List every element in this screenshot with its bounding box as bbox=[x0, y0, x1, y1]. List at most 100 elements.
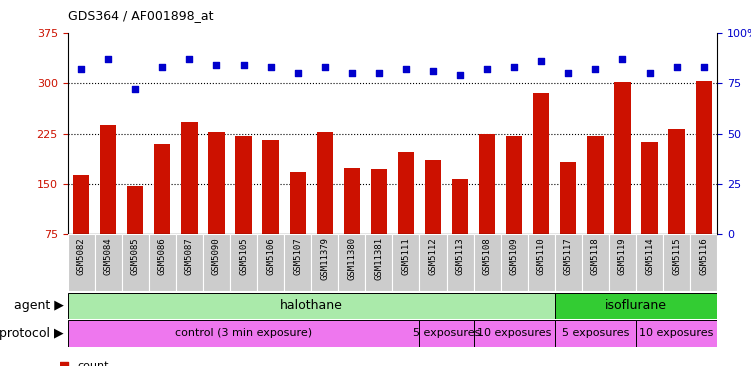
Bar bbox=[663, 234, 690, 291]
Bar bbox=[290, 172, 306, 285]
Text: 5 exposures: 5 exposures bbox=[413, 328, 480, 339]
Bar bbox=[695, 81, 712, 285]
Text: GSM5082: GSM5082 bbox=[77, 237, 86, 275]
Text: GSM5117: GSM5117 bbox=[564, 237, 573, 275]
Bar bbox=[68, 234, 95, 291]
Point bbox=[345, 70, 357, 76]
Text: GSM5111: GSM5111 bbox=[402, 237, 411, 275]
Bar bbox=[555, 293, 717, 319]
Text: GSM5119: GSM5119 bbox=[618, 237, 627, 275]
Bar bbox=[235, 136, 252, 285]
Bar bbox=[528, 234, 555, 291]
Bar bbox=[284, 234, 311, 291]
Bar bbox=[479, 134, 495, 285]
Text: GSM5084: GSM5084 bbox=[104, 237, 113, 275]
Bar bbox=[257, 234, 284, 291]
Point bbox=[264, 64, 276, 70]
Bar bbox=[317, 132, 333, 285]
Bar bbox=[398, 152, 414, 285]
Text: halothane: halothane bbox=[280, 299, 342, 313]
Bar bbox=[474, 320, 555, 347]
Text: GSM5087: GSM5087 bbox=[185, 237, 194, 275]
Point bbox=[102, 56, 114, 62]
Point bbox=[562, 70, 575, 76]
Bar bbox=[68, 293, 555, 319]
Point bbox=[535, 58, 547, 64]
Point bbox=[617, 56, 629, 62]
Text: GSM5109: GSM5109 bbox=[510, 237, 519, 275]
Point bbox=[291, 70, 303, 76]
Text: isoflurane: isoflurane bbox=[605, 299, 667, 313]
Point bbox=[75, 66, 87, 72]
Bar bbox=[447, 234, 474, 291]
Bar bbox=[338, 234, 365, 291]
Text: GSM11379: GSM11379 bbox=[320, 237, 329, 280]
Text: GSM5112: GSM5112 bbox=[429, 237, 438, 275]
Text: control (3 min exposure): control (3 min exposure) bbox=[175, 328, 312, 339]
Text: GSM5118: GSM5118 bbox=[591, 237, 600, 275]
Text: GSM5108: GSM5108 bbox=[483, 237, 492, 275]
Point bbox=[698, 64, 710, 70]
Text: GSM5107: GSM5107 bbox=[293, 237, 302, 275]
Bar bbox=[474, 234, 501, 291]
Text: GSM5090: GSM5090 bbox=[212, 237, 221, 275]
Bar bbox=[420, 234, 447, 291]
Bar bbox=[371, 169, 387, 285]
Text: GSM11380: GSM11380 bbox=[347, 237, 356, 280]
Bar bbox=[181, 122, 198, 285]
Point bbox=[481, 66, 493, 72]
Bar bbox=[176, 234, 203, 291]
Text: GSM5106: GSM5106 bbox=[266, 237, 275, 275]
Bar bbox=[263, 140, 279, 285]
Bar bbox=[365, 234, 392, 291]
Bar bbox=[506, 136, 522, 285]
Point bbox=[276, 86, 288, 92]
Bar bbox=[555, 234, 582, 291]
Point bbox=[427, 68, 439, 74]
Bar bbox=[420, 320, 474, 347]
Bar bbox=[636, 234, 663, 291]
Bar bbox=[582, 234, 609, 291]
Text: agent ▶: agent ▶ bbox=[14, 299, 64, 313]
Text: GSM5113: GSM5113 bbox=[456, 237, 465, 275]
Bar bbox=[641, 142, 658, 285]
Point bbox=[276, 285, 288, 291]
Point bbox=[590, 66, 602, 72]
Text: count: count bbox=[77, 361, 108, 366]
Text: GSM5110: GSM5110 bbox=[537, 237, 546, 275]
Bar bbox=[311, 234, 338, 291]
Point bbox=[210, 62, 222, 68]
Bar bbox=[501, 234, 528, 291]
Text: GSM5086: GSM5086 bbox=[158, 237, 167, 275]
Point bbox=[400, 66, 412, 72]
Bar bbox=[392, 234, 420, 291]
Bar bbox=[203, 234, 230, 291]
Bar bbox=[533, 93, 550, 285]
Bar bbox=[100, 125, 116, 285]
Point bbox=[372, 70, 385, 76]
Bar bbox=[208, 132, 225, 285]
Text: GSM5085: GSM5085 bbox=[131, 237, 140, 275]
Point bbox=[318, 64, 330, 70]
Bar bbox=[127, 186, 143, 285]
Bar bbox=[344, 168, 360, 285]
Bar bbox=[95, 234, 122, 291]
Bar bbox=[425, 160, 441, 285]
Text: GSM11381: GSM11381 bbox=[374, 237, 383, 280]
Bar bbox=[614, 82, 631, 285]
Bar bbox=[452, 179, 468, 285]
Bar bbox=[587, 136, 604, 285]
Bar bbox=[555, 320, 636, 347]
Text: GSM5115: GSM5115 bbox=[672, 237, 681, 275]
Text: 10 exposures: 10 exposures bbox=[639, 328, 713, 339]
Text: GSM5114: GSM5114 bbox=[645, 237, 654, 275]
Bar bbox=[68, 320, 420, 347]
Text: 5 exposures: 5 exposures bbox=[562, 328, 629, 339]
Point bbox=[508, 64, 520, 70]
Point bbox=[183, 56, 195, 62]
Bar bbox=[636, 320, 717, 347]
Text: 10 exposures: 10 exposures bbox=[477, 328, 551, 339]
Point bbox=[644, 70, 656, 76]
Point bbox=[129, 86, 141, 92]
Point bbox=[671, 64, 683, 70]
